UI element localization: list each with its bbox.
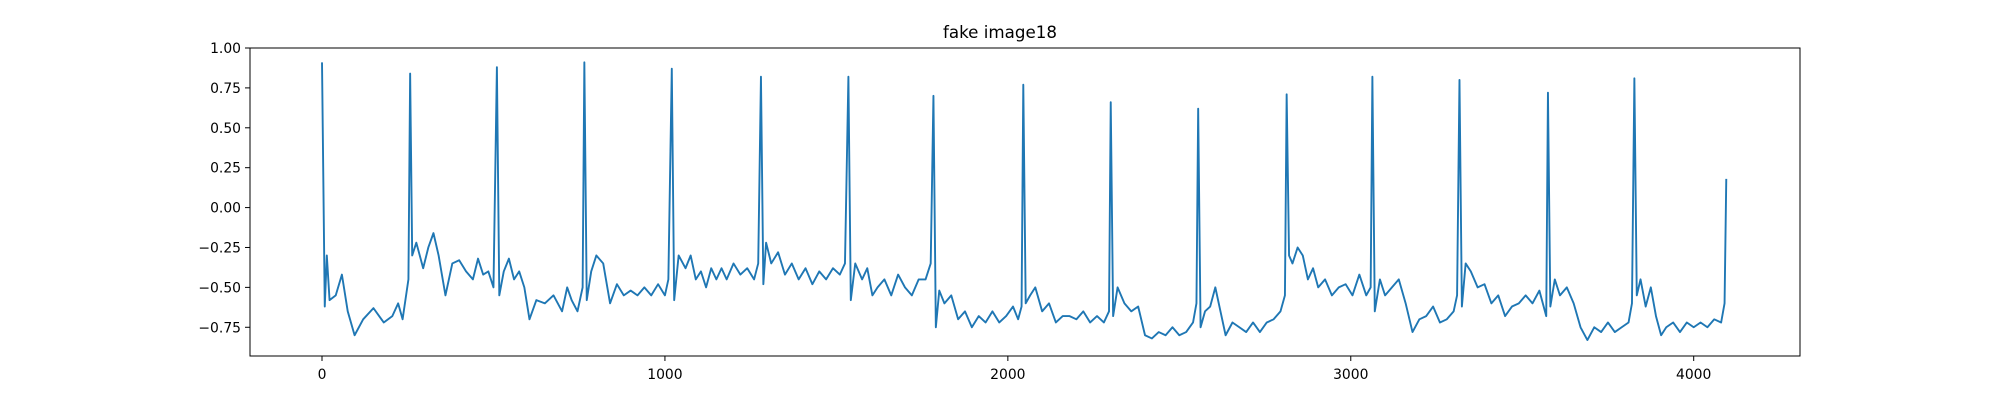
axes-frame	[249, 47, 1801, 357]
x-tick-label: 1000	[647, 367, 682, 383]
y-tick-label: 1.00	[210, 41, 241, 57]
y-tick-label: 0.75	[210, 81, 241, 97]
y-tick-label: 0.50	[210, 121, 241, 137]
y-tick-label: 0.25	[210, 161, 241, 177]
y-axis: 1.00 0.75 0.50 0.25 0.00 −0.25 −0.50 −0.75	[198, 41, 250, 336]
chart-title: fake image18	[943, 22, 1057, 42]
y-tick-label: −0.50	[198, 280, 241, 296]
y-tick-label: −0.75	[198, 320, 241, 336]
x-axis: 0 1000 2000 3000 4000	[318, 356, 1711, 383]
series-line	[321, 61, 1728, 341]
y-tick-label: 0.00	[210, 201, 241, 217]
y-tick-label: −0.25	[198, 240, 241, 256]
x-tick-label: 2000	[990, 367, 1025, 383]
x-tick-label: 4000	[1676, 367, 1711, 383]
plot-area	[321, 61, 1728, 341]
x-tick-label: 3000	[1333, 367, 1368, 383]
x-tick-label: 0	[318, 367, 327, 383]
